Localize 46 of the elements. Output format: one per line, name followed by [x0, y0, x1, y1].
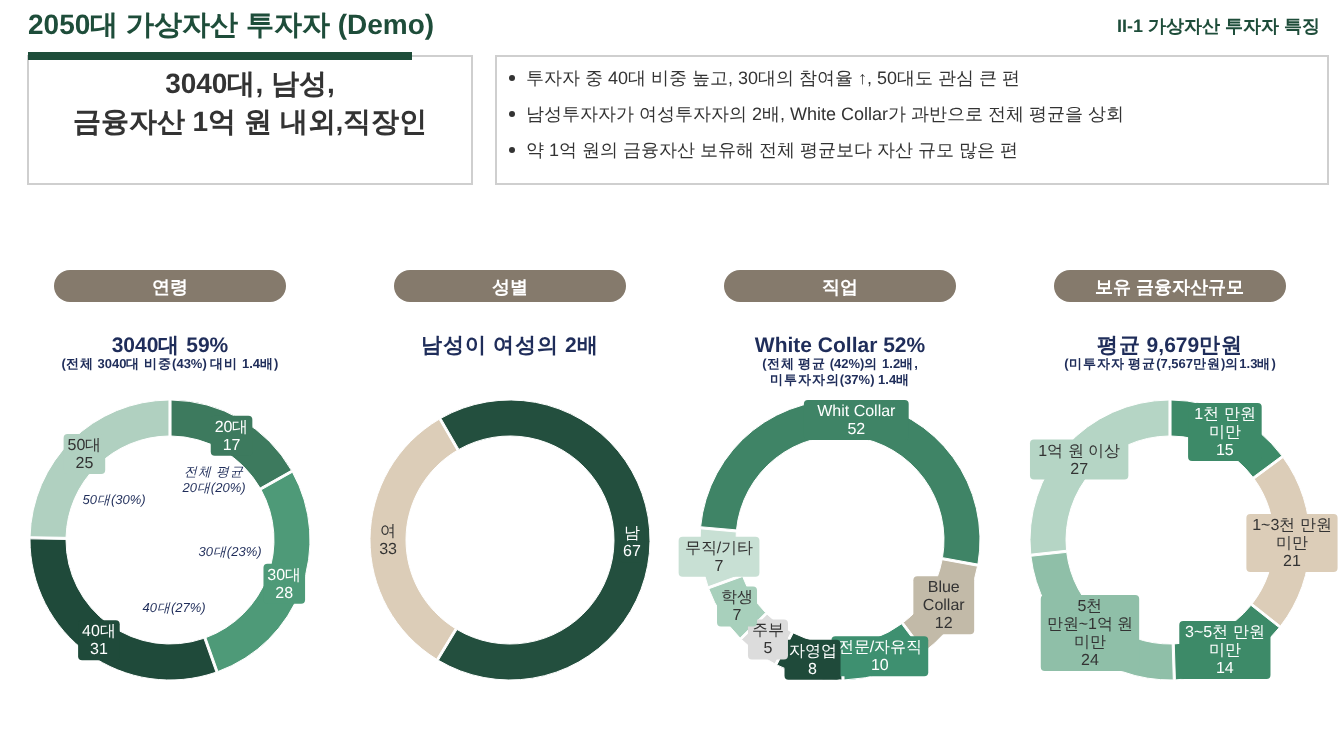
slice-label: 학생	[721, 588, 754, 607]
chart-title: 성별	[492, 277, 528, 297]
slice-label: 40대	[82, 622, 116, 641]
slice-label: Whit Collar	[817, 402, 897, 421]
data-label: 7	[732, 606, 743, 625]
data-label: 27	[1070, 459, 1090, 478]
data-label: 12	[934, 614, 954, 633]
data-label: 28	[275, 583, 295, 602]
slice-label: Blue Collar	[922, 578, 966, 615]
data-label: 8	[808, 659, 819, 678]
chart-title: 보유 금융자산규모	[1095, 277, 1245, 297]
text: II-1 가상자산 투자자 특징	[1116, 16, 1320, 36]
text: 투자자 중 40대 비중 높고, 30대의 참여율 ↑, 50대도 관심 큰 편	[526, 68, 1021, 88]
data-label: 52	[847, 420, 867, 439]
chart-title: 직업	[822, 277, 858, 297]
slice-label: 주부	[751, 621, 784, 640]
text: 3040대, 남성, 금융자산 1억 원 내외,직장인	[72, 67, 428, 137]
data-label: 21	[1283, 551, 1302, 570]
slice-label: 3~5천 만원 미만	[1185, 622, 1265, 659]
slice-label: 자영업	[788, 641, 837, 660]
data-label: 5	[763, 639, 774, 658]
slice-label: 1억 원 이상	[1038, 441, 1121, 460]
chart-subtitle: 남성이 여성의 2배	[421, 334, 599, 358]
slice-label: 50대	[67, 436, 102, 455]
text: 약 1억 원의 금융자산 보유해 전체 평균보다 자산 규모 많은 편	[526, 140, 1019, 160]
chart-subtitle: White Collar 52%	[754, 334, 927, 358]
chart-subtitle: 평균 9,679만원	[1096, 334, 1244, 358]
text: 남성투자자가 여성투자자의 2배, White Collar가 과반으로 전체 평균을 상회	[526, 104, 1125, 124]
data-label: 14	[1215, 658, 1235, 677]
data-label: 33	[379, 539, 398, 558]
data-label: 17	[222, 435, 242, 454]
slice-label: 30대	[267, 565, 302, 584]
slice-label: 5천 만원~1억 원 미만	[1046, 597, 1134, 652]
slice-label: 1천 만원 미만	[1194, 405, 1256, 442]
chart-title: 연령	[152, 277, 188, 297]
slice-label: 20대	[214, 417, 249, 436]
chart-subtitle: 3040대 59%	[111, 334, 230, 358]
data-label: 31	[90, 640, 109, 659]
data-label: 15	[1215, 441, 1235, 460]
slice-label: 1~3천 만원 미만	[1252, 515, 1332, 552]
data-label: 25	[75, 454, 95, 473]
slice-label: 여	[380, 521, 397, 540]
text: 2050대 가상자산 투자자 (Demo)	[28, 8, 435, 40]
slice-label: 남	[623, 524, 640, 543]
data-label: 67	[623, 542, 642, 561]
data-label: 24	[1081, 651, 1100, 670]
